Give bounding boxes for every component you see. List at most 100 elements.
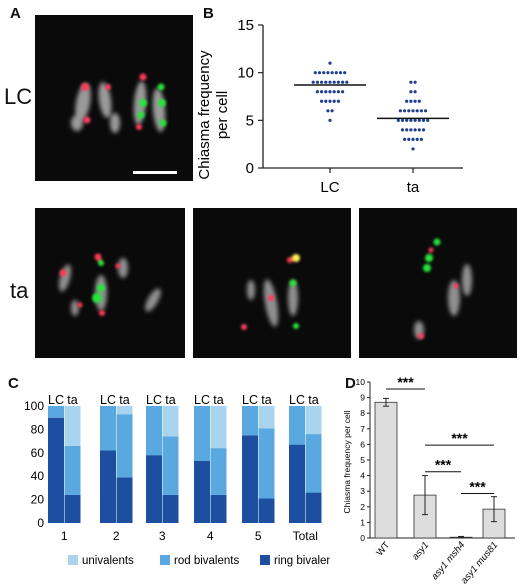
chart-c-legend-label: ring bivalents [274,555,330,567]
chart-c-group-header: LC [242,393,258,407]
micrograph-ta-3 [359,208,517,358]
chart-b-ytick-label: 15 [237,17,254,34]
chart-b-point [419,137,423,141]
chart-d-bar [374,401,398,539]
chart-b-point [405,128,409,132]
chart-c-bar-segment [146,455,162,523]
chart-c-ytick-label: 100 [24,399,44,413]
chart-b-point [426,118,430,122]
chart-b-point [326,71,330,75]
chart-d-bars: Chiasma frequency per cell 0 1 2 3 4 5 6 7 8 9 10 W… [342,374,515,586]
chart-c-bar-segment [48,417,64,523]
chart-c-group-header: ta [213,393,223,407]
chart-b-point [415,137,419,141]
chart-b-point [398,109,402,113]
micrograph-ta-3-image [414,238,472,339]
chart-c-group-header: LC [100,393,116,407]
chart-c-xtick-label: 5 [255,529,262,543]
chart-c-bar-segment [162,406,179,437]
panel-letter-a: A [10,5,21,22]
chart-b-point [330,71,334,75]
chart-d-xtick-label: asy1 [410,540,431,562]
chart-b-point [405,99,409,103]
chart-b-point [330,109,334,113]
chart-c-bar-segment [242,406,258,436]
chart-b-xtick-label: LC [320,179,339,196]
chart-d-ytick-label: 2 [360,502,365,512]
chart-c-xtick-label: 3 [159,529,166,543]
chart-c-bar-segment [116,477,133,523]
panel-letter-d: D [345,375,356,392]
chart-b-scatter: Chiasma frequency per cell 0 5 10 15 LC ta [196,17,463,196]
chart-d-xtick-label: WT [374,540,392,559]
chart-b-point [411,147,415,151]
chart-b-point [328,80,332,84]
chart-c-legend-swatch [68,555,78,565]
chart-c-bar-segment [258,498,275,523]
chart-c-xtick-label: 4 [207,529,214,543]
chart-c-ytick-label: 0 [37,516,44,530]
chart-b-point [336,90,340,94]
chart-b-point [409,118,413,122]
chart-b-point [411,137,415,141]
panel-letter-b: B [203,5,214,22]
chart-b-point [315,80,319,84]
chart-b-ylabel-line2: per cell [214,91,231,139]
chart-b-point [336,99,340,103]
chart-b-point [396,118,400,122]
chart-d-sig-label: *** [451,430,468,446]
chart-b-point [322,71,326,75]
chart-b-point [332,80,336,84]
chart-b-point [400,118,405,122]
chart-b-point [424,109,428,113]
chart-b-point [409,90,413,94]
chart-c-xtick-label: Total [293,529,318,543]
chart-d-ytick-label: 1 [360,517,365,527]
chart-b-point [417,99,421,103]
chart-b-point [407,109,411,113]
chart-c-bar-segment [210,448,227,495]
chart-c-bar-segment [210,494,227,523]
chart-c-bar-segment [146,406,162,456]
chart-b-point [405,118,409,122]
chart-b-point [413,99,417,103]
chart-b-point [413,90,417,94]
chart-c-group-header: LC [289,393,305,407]
chart-b-point [345,80,349,84]
chart-c-bar-segment [116,406,133,415]
chart-b-point [328,90,332,94]
chart-c-bar-segment [210,406,227,449]
chart-c-bar-segment [64,406,81,446]
chart-c-bar-segment [258,406,275,429]
micrograph-ta-2 [193,208,351,358]
chart-c-bar-segment [305,406,322,435]
chart-b-point [403,137,407,141]
chart-c-ytick-label: 80 [31,422,45,436]
micrograph-ta-1-image [58,253,161,316]
chart-b-point [328,99,332,103]
chart-c-bar-segment [64,445,81,495]
chart-c-group-header: ta [119,393,129,407]
micrograph-ta-2-image [241,254,300,330]
scale-bar [133,171,177,174]
chart-d-ytick-label: 7 [360,424,365,434]
chart-c-xtick-label: 1 [61,529,68,543]
chart-b-point [328,61,332,65]
chart-c-bar-segment [100,450,116,523]
chart-d-ytick-label: 5 [360,455,365,465]
chart-c-legend-swatch [260,555,270,565]
chart-c-ytick-label: 60 [31,446,45,460]
chart-b-point [419,109,423,113]
chart-c-bar-segment [289,406,305,445]
chart-c-ytick-label: 40 [31,469,45,483]
chart-d-ytick-label: 6 [360,439,365,449]
chart-b-point [341,80,345,84]
chart-c-group-header: LC [48,393,64,407]
chart-b-point [415,109,419,113]
chart-b-point [324,80,328,84]
chart-b-point [421,118,426,122]
chart-b-point [400,128,405,132]
chart-d-ytick-label: 8 [360,408,365,418]
chart-c-group-header: ta [165,393,175,407]
